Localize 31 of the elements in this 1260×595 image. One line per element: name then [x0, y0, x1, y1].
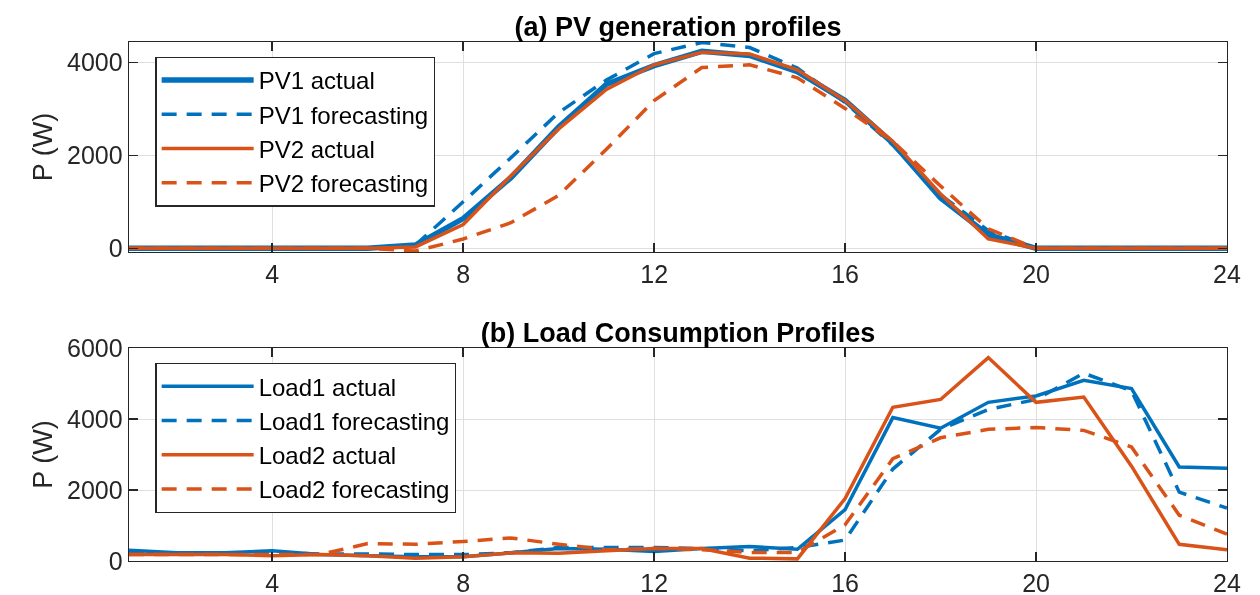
- x-tick-label: 20: [1022, 569, 1050, 595]
- x-tick-label: 4: [265, 260, 280, 289]
- legend-label: Load2 actual: [258, 442, 397, 470]
- x-tick-label: 12: [640, 569, 669, 595]
- x-tick-label: 20: [1022, 260, 1050, 289]
- x-tick-label: 12: [640, 260, 669, 289]
- y-tick-label: 4000: [67, 404, 123, 433]
- y-tick-label: 4000: [67, 48, 123, 77]
- y-tick-label: 6000: [67, 333, 123, 362]
- legend-label: Load1 forecasting: [258, 407, 450, 435]
- legend-label: PV1 forecasting: [258, 101, 429, 129]
- x-tick-label: 24: [1213, 569, 1241, 595]
- legend-label: PV2 actual: [258, 135, 375, 163]
- y-axis-title: P (W): [28, 112, 59, 182]
- chart-title: (b) Load Consumption Profiles: [480, 318, 876, 348]
- legend-label: PV2 forecasting: [258, 170, 429, 198]
- x-tick-label: 16: [831, 260, 859, 289]
- y-axis-title: P (W): [28, 420, 59, 489]
- x-tick-label: 24: [1213, 260, 1241, 289]
- y-tick-label: 0: [108, 546, 123, 575]
- y-tick-label: 0: [108, 234, 123, 263]
- x-tick-label: 16: [831, 569, 859, 595]
- legend-label: PV1 actual: [258, 67, 375, 95]
- legend-label: Load1 actual: [258, 373, 397, 401]
- legend-label: Load2 forecasting: [258, 476, 450, 504]
- chart-title: (a) PV generation profiles: [514, 12, 842, 42]
- x-tick-label: 4: [265, 569, 280, 595]
- y-tick-label: 2000: [67, 475, 123, 504]
- x-tick-label: 8: [456, 260, 471, 289]
- y-tick-label: 2000: [67, 141, 123, 170]
- x-tick-label: 8: [456, 569, 471, 595]
